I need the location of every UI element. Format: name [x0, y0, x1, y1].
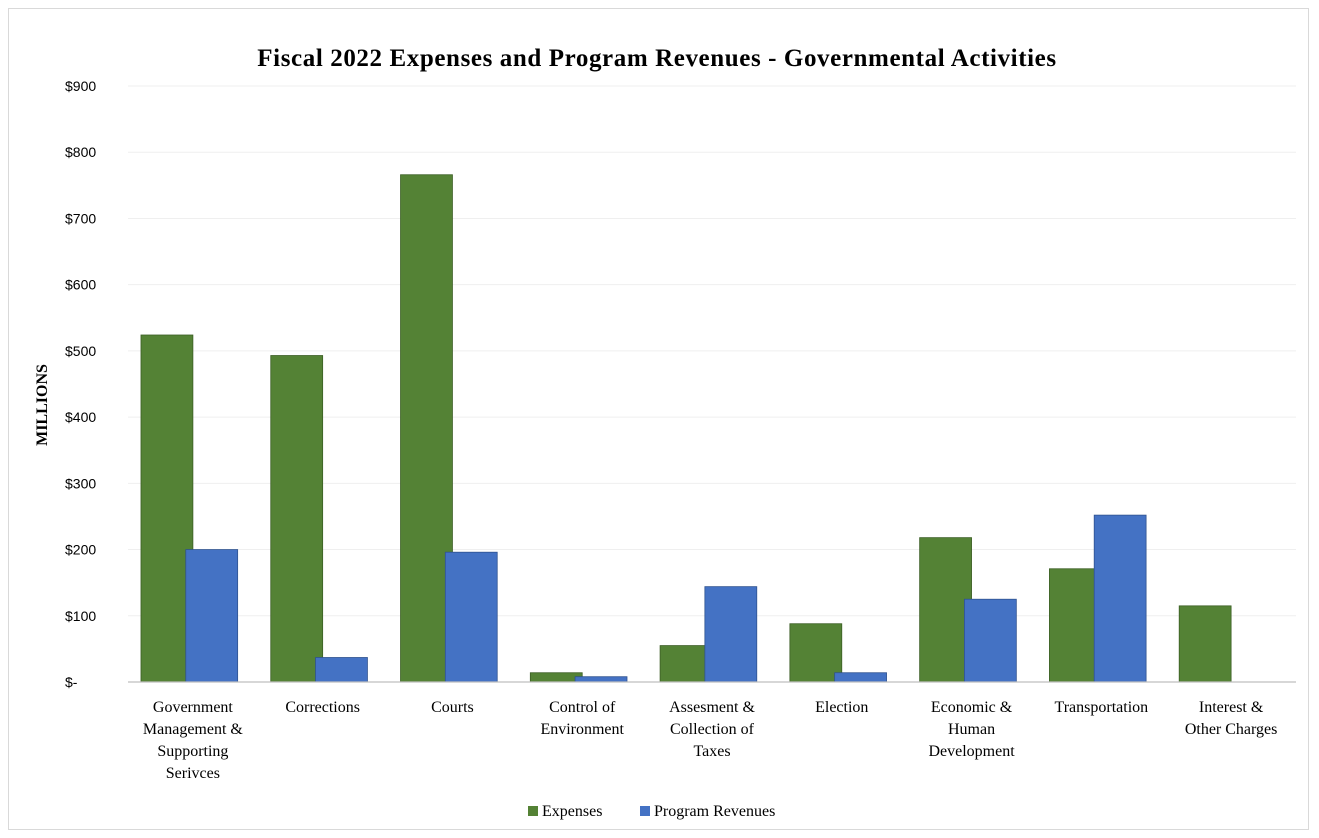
- y-axis-label: MILLIONS: [34, 364, 51, 446]
- y-tick-label: $700: [65, 210, 96, 226]
- y-tick-label: $500: [65, 343, 96, 359]
- legend-swatch: [640, 806, 650, 816]
- y-tick-label: $300: [65, 475, 96, 491]
- bar-expenses: [659, 645, 713, 683]
- legend-swatch: [528, 806, 538, 816]
- y-axis-ticks: $- $100 $200 $300 $400 $500 $600 $700 $800 $900: [65, 78, 96, 690]
- x-tick-label: Control of Environment: [540, 699, 624, 738]
- legend-label: Program Revenues: [654, 803, 775, 820]
- bar-expenses: [919, 537, 972, 683]
- y-tick-label: $200: [65, 542, 96, 558]
- bar-expenses: [140, 334, 194, 683]
- bar-expenses: [529, 672, 583, 683]
- bar-program-revenues: [964, 598, 1017, 683]
- x-tick-label: Assesment & Collection of Taxes: [669, 699, 755, 760]
- y-tick-label: $100: [65, 608, 96, 624]
- bar-program-revenues: [704, 586, 758, 683]
- bar-expenses: [1178, 605, 1232, 683]
- bar-expenses: [270, 355, 324, 683]
- bar-program-revenues: [315, 657, 368, 683]
- bar-program-revenues: [834, 672, 887, 683]
- y-tick-label: $400: [65, 409, 96, 425]
- x-tick-label: Interest & Other Charges: [1185, 699, 1278, 738]
- x-tick-label: Transportation: [1055, 699, 1149, 716]
- bar-program-revenues: [574, 676, 628, 683]
- bars: [140, 174, 1232, 683]
- x-tick-label: Election: [815, 699, 868, 716]
- y-tick-label: $600: [65, 277, 96, 293]
- x-tick-label: Government Management & Supporting Serivces: [143, 699, 244, 782]
- bar-program-revenues: [444, 551, 498, 683]
- bar-expenses: [1049, 568, 1102, 683]
- chart-title: Fiscal 2022 Expenses and Program Revenue…: [257, 45, 1056, 72]
- bar-expenses: [789, 623, 843, 683]
- y-tick-label: $900: [65, 78, 96, 94]
- y-tick-label: $800: [65, 144, 96, 160]
- x-tick-label: Courts: [431, 699, 474, 716]
- bar-program-revenues: [185, 549, 239, 683]
- bar-expenses: [400, 174, 453, 683]
- legend: Expenses Program Revenues: [528, 803, 775, 820]
- chart-frame: [8, 8, 1309, 830]
- legend-label: Expenses: [542, 803, 602, 820]
- bar-program-revenues: [1093, 514, 1147, 683]
- x-axis-labels: Government Management & Supporting Serivces…: [143, 699, 1277, 782]
- x-tick-label: Economic & Human Development: [928, 699, 1015, 760]
- x-tick-label: Corrections: [285, 699, 360, 716]
- y-tick-label: $-: [65, 674, 78, 690]
